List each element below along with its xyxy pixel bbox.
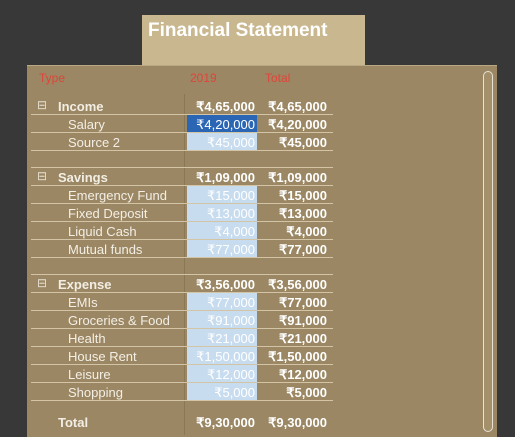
year-cell[interactable]: ₹1,09,000 <box>196 170 255 185</box>
group-row-income[interactable]: ⊟ Income ₹4,65,000 ₹4,65,000 <box>31 97 333 115</box>
table-row[interactable]: Liquid Cash ₹4,000 ₹4,000 <box>31 222 333 240</box>
row-label: Emergency Fund <box>68 188 167 203</box>
row-label: Health <box>68 331 106 346</box>
table-row[interactable]: Emergency Fund ₹15,000 ₹15,000 <box>31 186 333 204</box>
total-cell[interactable]: ₹12,000 <box>278 367 327 382</box>
total-cell[interactable]: ₹4,20,000 <box>268 117 327 132</box>
year-cell[interactable]: ₹91,000 <box>187 311 257 328</box>
grand-total-row[interactable]: Total ₹9,30,000 ₹9,30,000 <box>31 413 333 431</box>
row-label: Groceries & Food <box>68 313 170 328</box>
total-cell[interactable]: ₹91,000 <box>278 313 327 328</box>
table-row[interactable]: Shopping ₹5,000 ₹5,000 <box>31 383 333 401</box>
group-label: Expense <box>58 277 112 292</box>
year-cell[interactable]: ₹5,000 <box>187 383 257 400</box>
year-cell-selected[interactable]: ₹4,20,000 <box>187 115 257 132</box>
year-cell[interactable]: ₹21,000 <box>187 329 257 346</box>
total-cell[interactable]: ₹4,65,000 <box>268 99 327 114</box>
row-divider <box>31 400 333 401</box>
total-cell[interactable]: ₹5,000 <box>286 385 327 400</box>
row-divider <box>31 185 333 186</box>
group-label: Savings <box>58 170 108 185</box>
row-label: Shopping <box>68 385 123 400</box>
total-cell[interactable]: ₹1,09,000 <box>268 170 327 185</box>
row-divider <box>31 346 333 347</box>
collapse-icon[interactable]: ⊟ <box>37 169 48 183</box>
total-cell[interactable]: ₹77,000 <box>278 295 327 310</box>
group-row-expense[interactable]: ⊟ Expense ₹3,56,000 ₹3,56,000 <box>31 275 333 293</box>
year-cell[interactable]: ₹77,000 <box>187 293 257 310</box>
row-divider <box>31 132 333 133</box>
row-divider <box>31 274 333 275</box>
group-label: Income <box>58 99 104 114</box>
year-cell[interactable]: ₹45,000 <box>187 133 257 150</box>
table-row[interactable]: Fixed Deposit ₹13,000 ₹13,000 <box>31 204 333 222</box>
row-label: Mutual funds <box>68 242 143 257</box>
year-cell[interactable]: ₹4,000 <box>187 222 257 239</box>
total-cell[interactable]: ₹3,56,000 <box>268 277 327 292</box>
total-cell[interactable]: ₹77,000 <box>278 242 327 257</box>
collapse-icon[interactable]: ⊟ <box>37 98 48 112</box>
row-divider <box>31 150 333 151</box>
row-label: Source 2 <box>68 135 121 150</box>
total-cell[interactable]: ₹13,000 <box>278 206 327 221</box>
row-divider <box>31 292 333 293</box>
row-divider <box>31 328 333 329</box>
row-divider <box>31 167 333 168</box>
row-divider <box>31 364 333 365</box>
total-cell[interactable]: ₹15,000 <box>278 188 327 203</box>
year-cell[interactable]: ₹4,65,000 <box>196 99 255 114</box>
row-label: Salary <box>68 117 105 132</box>
page-title: Financial Statement <box>148 20 328 41</box>
year-cell[interactable]: ₹13,000 <box>187 204 257 221</box>
row-divider <box>31 382 333 383</box>
year-cell[interactable]: ₹1,50,000 <box>187 347 257 364</box>
group-row-savings[interactable]: ⊟ Savings ₹1,09,000 ₹1,09,000 <box>31 168 333 186</box>
year-cell[interactable]: ₹9,30,000 <box>196 415 255 430</box>
table-row[interactable]: Source 2 ₹45,000 ₹45,000 <box>31 133 333 151</box>
total-cell[interactable]: ₹9,30,000 <box>268 415 327 430</box>
collapse-icon[interactable]: ⊟ <box>37 276 48 290</box>
year-cell[interactable]: ₹12,000 <box>187 365 257 382</box>
row-divider <box>31 203 333 204</box>
table-row[interactable]: Mutual funds ₹77,000 ₹77,000 <box>31 240 333 258</box>
header-year[interactable]: 2019 <box>190 71 217 85</box>
table-row[interactable]: House Rent ₹1,50,000 ₹1,50,000 <box>31 347 333 365</box>
row-label: House Rent <box>68 349 137 364</box>
row-divider <box>31 310 333 311</box>
year-cell[interactable]: ₹3,56,000 <box>196 277 255 292</box>
row-divider <box>31 114 333 115</box>
grand-total-label: Total <box>58 415 89 430</box>
year-cell[interactable]: ₹15,000 <box>187 186 257 203</box>
table-row[interactable]: Leisure ₹12,000 ₹12,000 <box>31 365 333 383</box>
header-total[interactable]: Total <box>265 71 291 85</box>
vertical-scrollbar[interactable] <box>483 71 493 432</box>
column-divider <box>184 94 185 435</box>
pivot-grid: Type 2019 Total ⊟ Income ₹4,65,000 ₹4,65… <box>27 65 497 437</box>
header-type[interactable]: Type <box>39 71 66 85</box>
table-row[interactable]: Salary ₹4,20,000 ₹4,20,000 <box>31 115 333 133</box>
total-cell[interactable]: ₹45,000 <box>278 135 327 150</box>
row-divider <box>31 221 333 222</box>
row-label: EMIs <box>68 295 98 310</box>
table-row[interactable]: Health ₹21,000 ₹21,000 <box>31 329 333 347</box>
row-divider <box>31 239 333 240</box>
row-label: Liquid Cash <box>68 224 137 239</box>
title-box: Financial Statement <box>142 15 365 65</box>
row-label: Fixed Deposit <box>68 206 148 221</box>
table-row[interactable]: Groceries & Food ₹91,000 ₹91,000 <box>31 311 333 329</box>
total-cell[interactable]: ₹1,50,000 <box>268 349 327 364</box>
row-divider <box>31 257 333 258</box>
total-cell[interactable]: ₹21,000 <box>278 331 327 346</box>
row-label: Leisure <box>68 367 111 382</box>
table-row[interactable]: EMIs ₹77,000 ₹77,000 <box>31 293 333 311</box>
year-cell[interactable]: ₹77,000 <box>187 240 257 257</box>
total-cell[interactable]: ₹4,000 <box>286 224 327 239</box>
